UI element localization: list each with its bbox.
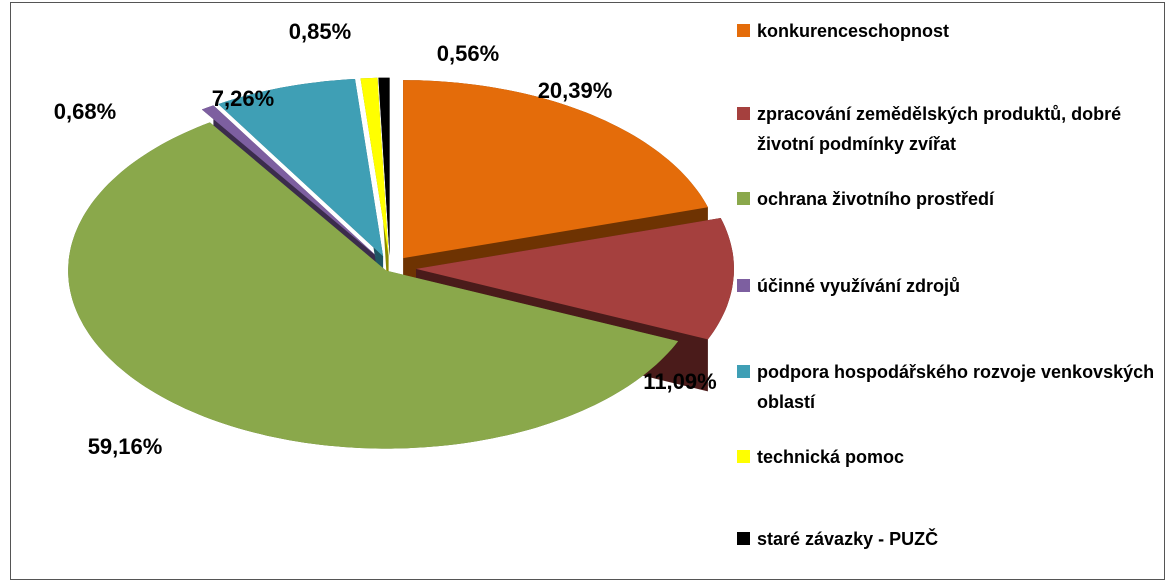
legend-swatch bbox=[737, 192, 750, 205]
legend-swatch bbox=[737, 107, 750, 120]
legend-entry: technická pomoc bbox=[737, 442, 1162, 472]
legend-label: staré závazky - PUZČ bbox=[757, 529, 939, 549]
slice bbox=[201, 105, 379, 258]
legend-entry: konkurenceschopnost bbox=[737, 16, 1162, 46]
legend-label: účinné využívání zdrojů bbox=[757, 276, 961, 296]
data-label: 7,26% bbox=[212, 86, 274, 111]
slice bbox=[416, 218, 734, 340]
legend-label: konkurenceschopnost bbox=[757, 21, 950, 41]
legend-entry: zpracování zemědělských produktů, dobré … bbox=[737, 99, 1162, 159]
data-label: 0,85% bbox=[289, 19, 351, 44]
legend-label: technická pomoc bbox=[757, 447, 905, 467]
legend-entry: staré závazky - PUZČ bbox=[737, 524, 1162, 554]
legend-entry: podpora hospodářského rozvoje venkovskýc… bbox=[737, 357, 1162, 417]
data-label: 0,68% bbox=[54, 99, 116, 124]
data-label: 0,56% bbox=[437, 41, 499, 66]
slice bbox=[68, 122, 679, 449]
slice bbox=[403, 80, 708, 259]
data-label: 59,16% bbox=[88, 434, 163, 459]
legend-label: zpracování zemědělských produktů, dobré … bbox=[757, 104, 1122, 154]
legend-swatch bbox=[737, 532, 750, 545]
slice bbox=[360, 77, 389, 256]
chart-frame bbox=[10, 2, 1165, 580]
legend-swatch bbox=[737, 24, 750, 37]
legend-label: podpora hospodářského rozvoje venkovskýc… bbox=[757, 362, 1155, 412]
legend-swatch bbox=[737, 450, 750, 463]
legend-label: ochrana životního prostředí bbox=[757, 189, 995, 209]
legend-entry: účinné využívání zdrojů bbox=[737, 271, 1162, 301]
pie-chart: 20,39% 11,09% 59,16% 0,68% 7,26% 0,85% 0,56% bbox=[54, 19, 734, 501]
slice bbox=[378, 77, 390, 256]
legend-swatch bbox=[737, 365, 750, 378]
data-label: 11,09% bbox=[643, 369, 716, 394]
data-label: 20,39% bbox=[538, 78, 613, 103]
slice bbox=[218, 79, 384, 257]
legend-entry: ochrana životního prostředí bbox=[737, 184, 1162, 214]
legend-swatch bbox=[737, 279, 750, 292]
